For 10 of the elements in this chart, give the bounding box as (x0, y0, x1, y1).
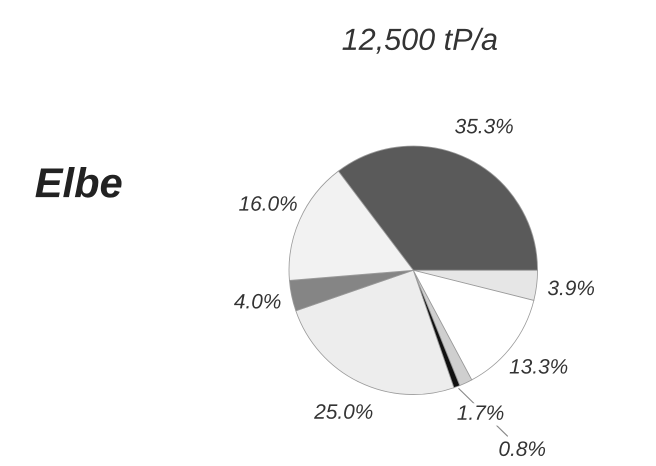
data-label: 13.3% (510, 359, 568, 374)
data-label: 4.0% (234, 294, 280, 309)
chart-title: 12,500 tP/a (342, 28, 497, 54)
text: Elbe (35, 166, 122, 198)
data-label: 3.9% (548, 280, 594, 296)
data-label: 1.7% (457, 405, 504, 420)
data-label: 25.0% (314, 404, 372, 419)
data-label: 16.0% (239, 196, 297, 211)
data-label: 0.8% (499, 441, 546, 456)
data-label: 35.3% (455, 118, 513, 134)
